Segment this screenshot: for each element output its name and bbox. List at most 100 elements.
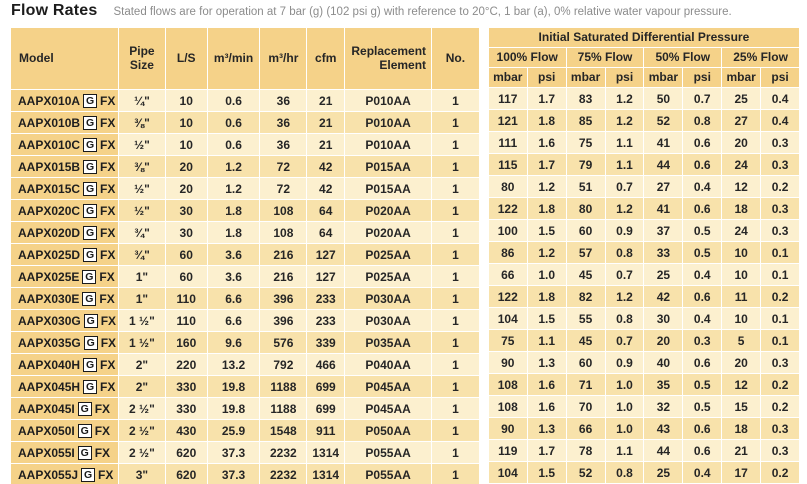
pressure-value-cell: 0.3	[760, 417, 800, 440]
pressure-value-cell: 11	[721, 285, 762, 308]
model-wrap: AAPX025D G FX	[11, 247, 117, 262]
replacement-element-cell: P050AA	[344, 419, 433, 442]
pressure-value-cell: 17	[721, 461, 762, 484]
pressure-value-cell: 27	[721, 109, 762, 132]
model-wrap: AAPX025E G FX	[11, 269, 117, 284]
g-thread-badge: G	[83, 203, 98, 218]
pressure-value-cell: 66	[565, 417, 606, 440]
pressure-value-cell: 1.0	[526, 263, 567, 286]
pressure-value-cell: 0.7	[604, 175, 645, 198]
m3min-cell: 0.6	[206, 89, 261, 112]
m3hr-cell: 396	[259, 287, 308, 310]
cfm-cell: 1314	[306, 463, 346, 484]
ls-cell: 10	[164, 133, 208, 156]
replacement-element-cell: P010AA	[344, 111, 433, 134]
cfm-cell: 699	[306, 375, 346, 398]
replacement-element-cell: P055AA	[344, 463, 433, 484]
pressure-value-cell: 51	[565, 175, 606, 198]
model-suffix: FX	[100, 247, 116, 262]
pressure-table-row: 108 1.6 71 1.0 35 0.5 12 0.2	[487, 373, 800, 396]
ls-cell: 60	[164, 243, 208, 266]
pressure-value-cell: 75	[487, 329, 528, 352]
pressure-table-body: 117 1.7 83 1.2 50 0.7 25 0.4 121 1.8 85 1.2 52 0.8 27 0…	[487, 87, 800, 484]
pressure-value-cell: 0.5	[682, 395, 723, 418]
column-header-model: Model	[10, 27, 119, 90]
model-wrap: AAPX045I G FX	[11, 401, 117, 416]
m3min-cell: 37.3	[206, 463, 261, 484]
titlebar: Flow Rates Stated flows are for operatio…	[10, 2, 800, 27]
pressure-value-cell: 108	[487, 395, 528, 418]
column-header-cfm: cfm	[306, 27, 346, 90]
model-cell: AAPX055I G FX	[10, 441, 119, 464]
flow-table-row: AAPX055J G FX 3" 620 37.3 2232 1314 P055…	[10, 463, 480, 484]
replacement-element-cell: P020AA	[344, 199, 433, 222]
no-cell: 1	[431, 199, 480, 222]
replacement-element-cell: P045AA	[344, 375, 433, 398]
ls-cell: 160	[164, 331, 208, 354]
flow-table-body: AAPX010A G FX ¼" 10 0.6 36 21 P010AA 1 A…	[10, 89, 480, 484]
pressure-value-cell: 0.2	[760, 373, 800, 396]
flow-table-row: AAPX025E G FX 1" 60 3.6 216 127 P025AA 1	[10, 265, 480, 288]
model-cell: AAPX025E G FX	[10, 265, 119, 288]
pressure-value-cell: 60	[565, 351, 606, 374]
pressure-value-cell: 44	[643, 153, 684, 176]
replacement-element-cell: P010AA	[344, 133, 433, 156]
no-cell: 1	[431, 221, 480, 244]
pressure-value-cell: 0.3	[760, 439, 800, 462]
pressure-value-cell: 43	[643, 417, 684, 440]
g-thread-badge: G	[83, 335, 98, 350]
m3hr-cell: 1188	[259, 375, 308, 398]
pressure-value-cell: 52	[643, 109, 684, 132]
no-cell: 1	[431, 419, 480, 442]
pressure-value-cell: 0.6	[682, 351, 723, 374]
pressure-value-cell: 71	[565, 373, 606, 396]
pressure-table-row: 111 1.6 75 1.1 41 0.6 20 0.3	[487, 131, 800, 154]
pressure-table-row: 122 1.8 80 1.2 41 0.6 18 0.3	[487, 197, 800, 220]
pressure-value-cell: 41	[643, 197, 684, 220]
m3min-cell: 19.8	[206, 375, 261, 398]
unit-header-mbar: mbar	[721, 67, 762, 88]
pressure-value-cell: 0.1	[760, 329, 800, 352]
pressure-value-cell: 90	[487, 351, 528, 374]
model-cell: AAPX040H G FX	[10, 353, 119, 376]
m3min-cell: 0.6	[206, 111, 261, 134]
model-code: AAPX045H	[18, 379, 81, 394]
pressure-value-cell: 32	[643, 395, 684, 418]
m3min-cell: 19.8	[206, 397, 261, 420]
model-suffix: FX	[94, 423, 111, 438]
pressure-value-cell: 82	[565, 285, 606, 308]
pressure-value-cell: 121	[487, 109, 528, 132]
pipe-size-cell: 3"	[117, 463, 166, 484]
pressure-value-cell: 27	[643, 175, 684, 198]
model-wrap: AAPX010A G FX	[11, 93, 117, 108]
pressure-table-row: 80 1.2 51 0.7 27 0.4 12 0.2	[487, 175, 800, 198]
g-thread-badge: G	[83, 181, 98, 196]
no-cell: 1	[431, 133, 480, 156]
pressure-value-cell: 10	[721, 263, 762, 286]
model-suffix: FX	[98, 467, 114, 482]
flow-group-75: 75% Flow	[565, 47, 645, 68]
pressure-value-cell: 1.7	[526, 153, 567, 176]
ls-cell: 110	[164, 287, 208, 310]
pressure-value-cell: 1.1	[604, 131, 645, 154]
pressure-value-cell: 10	[721, 307, 762, 330]
pressure-value-cell: 25	[721, 87, 762, 110]
pressure-value-cell: 42	[643, 285, 684, 308]
model-suffix: FX	[100, 137, 116, 152]
cfm-cell: 699	[306, 397, 346, 420]
cfm-cell: 42	[306, 177, 346, 200]
model-cell: AAPX020C G FX	[10, 199, 119, 222]
pressure-value-cell: 12	[721, 175, 762, 198]
pressure-value-cell: 0.4	[760, 87, 800, 110]
ls-cell: 20	[164, 177, 208, 200]
pressure-value-cell: 0.3	[760, 153, 800, 176]
pipe-size-cell: 2 ½"	[117, 397, 166, 420]
pressure-value-cell: 1.2	[526, 241, 567, 264]
pipe-size-cell: 1 ½"	[117, 331, 166, 354]
pressure-value-cell: 1.8	[526, 109, 567, 132]
pipe-size-cell: ¾"	[117, 243, 166, 266]
no-cell: 1	[431, 397, 480, 420]
cfm-cell: 42	[306, 155, 346, 178]
pressure-value-cell: 15	[721, 395, 762, 418]
